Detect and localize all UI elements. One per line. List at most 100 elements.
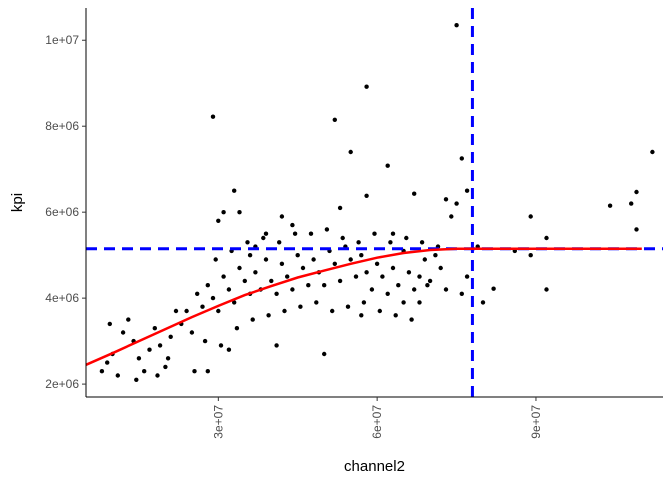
data-point [250, 317, 255, 322]
data-point [401, 300, 406, 305]
data-point [374, 261, 380, 266]
data-point [412, 287, 417, 292]
data-point [274, 343, 279, 348]
data-point [263, 257, 269, 262]
data-point [306, 283, 311, 288]
data-point [322, 351, 327, 357]
data-point [634, 189, 639, 195]
data-point [311, 257, 316, 262]
data-point [425, 283, 430, 288]
data-point [528, 253, 533, 258]
data-point [261, 235, 266, 241]
data-point [396, 283, 401, 288]
data-point [205, 369, 210, 374]
data-point [464, 274, 470, 279]
data-point [372, 231, 377, 236]
data-point [607, 203, 613, 208]
data-point [157, 343, 163, 348]
data-point [409, 317, 414, 322]
x-tick-label: 6e+07 [370, 405, 384, 439]
x-tick-label: 9e+07 [529, 405, 543, 439]
data-point [232, 300, 237, 305]
data-point [629, 201, 634, 206]
data-point [332, 261, 337, 266]
data-point [419, 240, 425, 245]
data-point [634, 227, 639, 232]
data-point [427, 278, 433, 284]
data-point [200, 304, 205, 309]
data-point [269, 278, 274, 284]
data-point [226, 347, 232, 352]
y-tick-label: 2e+06 [45, 377, 79, 391]
y-tick-label: 8e+06 [45, 119, 79, 133]
data-point [165, 356, 171, 361]
data-point [348, 149, 353, 155]
data-point [107, 321, 113, 327]
data-point [361, 300, 367, 305]
data-point [216, 308, 221, 314]
y-tick-label: 1e+07 [45, 33, 79, 47]
y-tick-label: 4e+06 [45, 291, 79, 305]
data-point [359, 313, 364, 318]
data-point [406, 270, 412, 275]
data-point [348, 257, 353, 262]
data-point [221, 274, 226, 279]
data-point [282, 308, 287, 314]
data-point [213, 257, 218, 262]
data-point [438, 265, 443, 271]
data-point [120, 330, 126, 335]
data-point [266, 313, 271, 318]
data-point [544, 287, 549, 292]
data-point [650, 149, 655, 155]
data-point [388, 240, 393, 245]
data-point [390, 265, 396, 271]
data-point [242, 278, 247, 284]
data-point [205, 283, 210, 288]
data-point [274, 291, 279, 296]
data-point [152, 326, 157, 331]
x-axis-ticks: 3e+07 6e+07 9e+07 [211, 397, 543, 439]
data-point [237, 265, 242, 271]
data-point [136, 356, 142, 361]
data-point [443, 197, 449, 202]
data-point [147, 347, 152, 352]
data-point [134, 377, 139, 382]
data-point [324, 227, 330, 232]
data-point [390, 231, 396, 236]
data-point [454, 23, 459, 28]
data-point [308, 231, 314, 236]
data-point [142, 369, 147, 374]
y-tick-label: 6e+06 [45, 205, 79, 219]
data-point [290, 287, 295, 292]
data-point [330, 308, 335, 314]
data-point [377, 308, 382, 314]
points-layer [99, 23, 655, 382]
data-point [353, 274, 359, 279]
data-point [412, 191, 417, 196]
data-point [337, 205, 343, 211]
data-point [443, 287, 449, 292]
data-point [195, 291, 200, 296]
data-point [459, 291, 464, 296]
data-point [292, 231, 298, 236]
data-point [337, 278, 343, 284]
data-point [253, 270, 258, 275]
data-point [237, 210, 242, 215]
data-point [298, 304, 303, 309]
data-point [210, 295, 216, 301]
data-point [115, 373, 121, 378]
data-point [544, 235, 549, 241]
data-point [449, 214, 454, 219]
fit-curve-line [85, 247, 642, 366]
data-point [155, 373, 160, 378]
data-point [364, 84, 369, 89]
data-point [126, 317, 131, 322]
data-point [221, 210, 226, 215]
data-point [404, 235, 409, 241]
data-point [234, 326, 240, 331]
data-point [364, 270, 369, 275]
data-point [295, 253, 300, 258]
data-point [359, 253, 364, 258]
data-point [422, 257, 427, 262]
